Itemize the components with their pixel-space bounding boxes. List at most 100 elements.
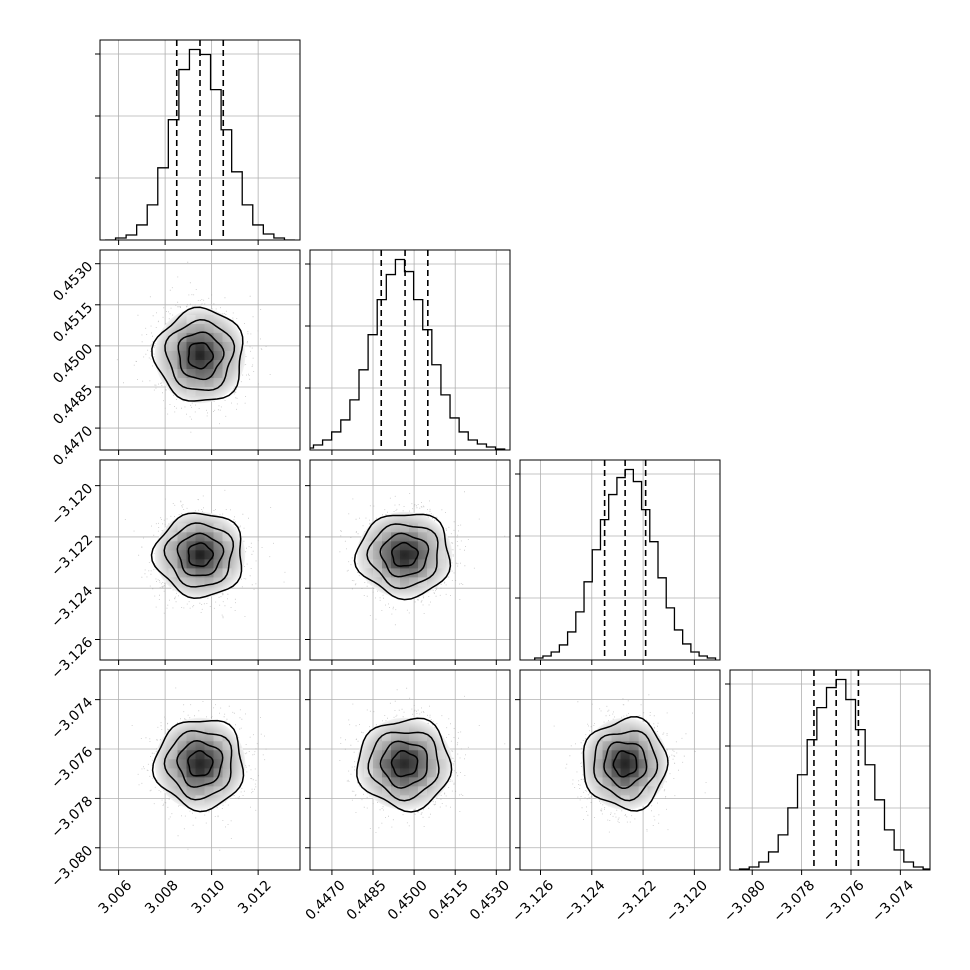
density-cell	[177, 777, 187, 787]
density-cell	[204, 559, 214, 569]
density-cell	[427, 559, 437, 569]
density-cell	[647, 777, 657, 787]
density-cell	[629, 732, 639, 742]
y-tick-label-3-3: −3.074	[48, 695, 96, 743]
y-tick-label-2-1: −3.124	[48, 583, 96, 631]
contour-3	[582, 716, 669, 812]
y-tick-label-3-2: −3.076	[48, 744, 96, 792]
y-tick-label-3-0: −3.080	[48, 843, 96, 891]
density-cell	[427, 768, 437, 778]
density-cell	[195, 368, 205, 378]
x-tick-label-2-1: −3.124	[561, 877, 609, 925]
density-cell	[400, 568, 410, 578]
y-tick-label-1-4: 0.4530	[50, 259, 96, 305]
density-cell	[638, 732, 648, 742]
x-tick-label-2-3: −3.120	[663, 877, 711, 925]
density-cell	[168, 541, 178, 551]
density-cell	[391, 577, 401, 587]
density-cell	[436, 768, 446, 778]
density-cell	[602, 732, 612, 742]
density-cell	[400, 741, 410, 751]
density-cell	[436, 541, 446, 551]
density-cell	[391, 786, 401, 796]
contour-0	[187, 342, 215, 370]
density-cell	[204, 568, 214, 578]
density-cell	[409, 759, 419, 769]
density-cell	[168, 568, 178, 578]
density-cell	[602, 759, 612, 769]
density-cell	[177, 377, 187, 387]
density-cell	[177, 350, 187, 360]
density-cell	[204, 541, 214, 551]
density-cell	[195, 568, 205, 578]
panel-2-1	[305, 459, 511, 665]
contour-0	[612, 750, 638, 778]
x-tick-label-2-0: −3.126	[509, 877, 557, 925]
density-cell	[409, 577, 419, 587]
density-cell	[186, 377, 196, 387]
density-cell	[204, 550, 214, 560]
density-cell	[629, 759, 639, 769]
contour-0	[390, 749, 419, 778]
density-cell	[427, 532, 437, 542]
density-cell	[195, 323, 205, 333]
density-cell	[409, 777, 419, 787]
density-cell	[204, 577, 214, 587]
contour-1	[379, 740, 428, 789]
y-tick-label-3-1: −3.078	[48, 793, 96, 841]
density-cell	[427, 759, 437, 769]
density-cell	[186, 386, 196, 396]
density-cell	[168, 750, 178, 760]
density-cell	[195, 332, 205, 342]
density-cell	[400, 723, 410, 733]
panel-1-1	[305, 249, 511, 455]
density-cell	[418, 741, 428, 751]
density-cell	[177, 359, 187, 369]
density-cell	[418, 541, 428, 551]
density-cell	[382, 759, 392, 769]
density-cell	[186, 777, 196, 787]
density-cell	[418, 550, 428, 560]
panel-frame	[309, 669, 511, 871]
panel-3-2	[515, 669, 721, 875]
density-cell	[602, 777, 612, 787]
density-cell	[213, 741, 223, 751]
density-cell	[177, 541, 187, 551]
panel-frame	[99, 249, 301, 451]
density-cell	[168, 332, 178, 342]
density-cell	[418, 750, 428, 760]
density-cell	[222, 332, 232, 342]
density-cell	[222, 350, 232, 360]
density-cell	[222, 550, 232, 560]
panel-2-0	[95, 459, 301, 665]
density-cell	[364, 559, 374, 569]
density-cell	[168, 559, 178, 569]
x-tick-label-1-1: 0.4485	[344, 877, 390, 923]
panel-frame	[309, 249, 511, 451]
density-cell	[373, 550, 383, 560]
density-cell	[373, 741, 383, 751]
y-tick-label-2-2: −3.122	[48, 532, 96, 580]
density-cell	[204, 359, 214, 369]
contour-2	[367, 731, 440, 802]
contour-2	[163, 730, 233, 801]
density-cell	[409, 523, 419, 533]
panel-1-0	[95, 249, 301, 455]
x-tick-label-0-0: 3.006	[96, 877, 136, 917]
density-cell	[195, 541, 205, 551]
density-cell	[436, 559, 446, 569]
contour-1	[603, 741, 648, 790]
density-cell	[400, 768, 410, 778]
density-cell	[611, 786, 621, 796]
density-cell	[222, 768, 232, 778]
density-cell	[400, 732, 410, 742]
density-cell	[213, 341, 223, 351]
density-cell	[195, 732, 205, 742]
density-cell	[222, 777, 232, 787]
density-cell	[400, 795, 410, 805]
density-cell	[213, 541, 223, 551]
density-cell	[629, 786, 639, 796]
density-cell	[213, 550, 223, 560]
density-cell	[647, 750, 657, 760]
density-cell	[195, 768, 205, 778]
